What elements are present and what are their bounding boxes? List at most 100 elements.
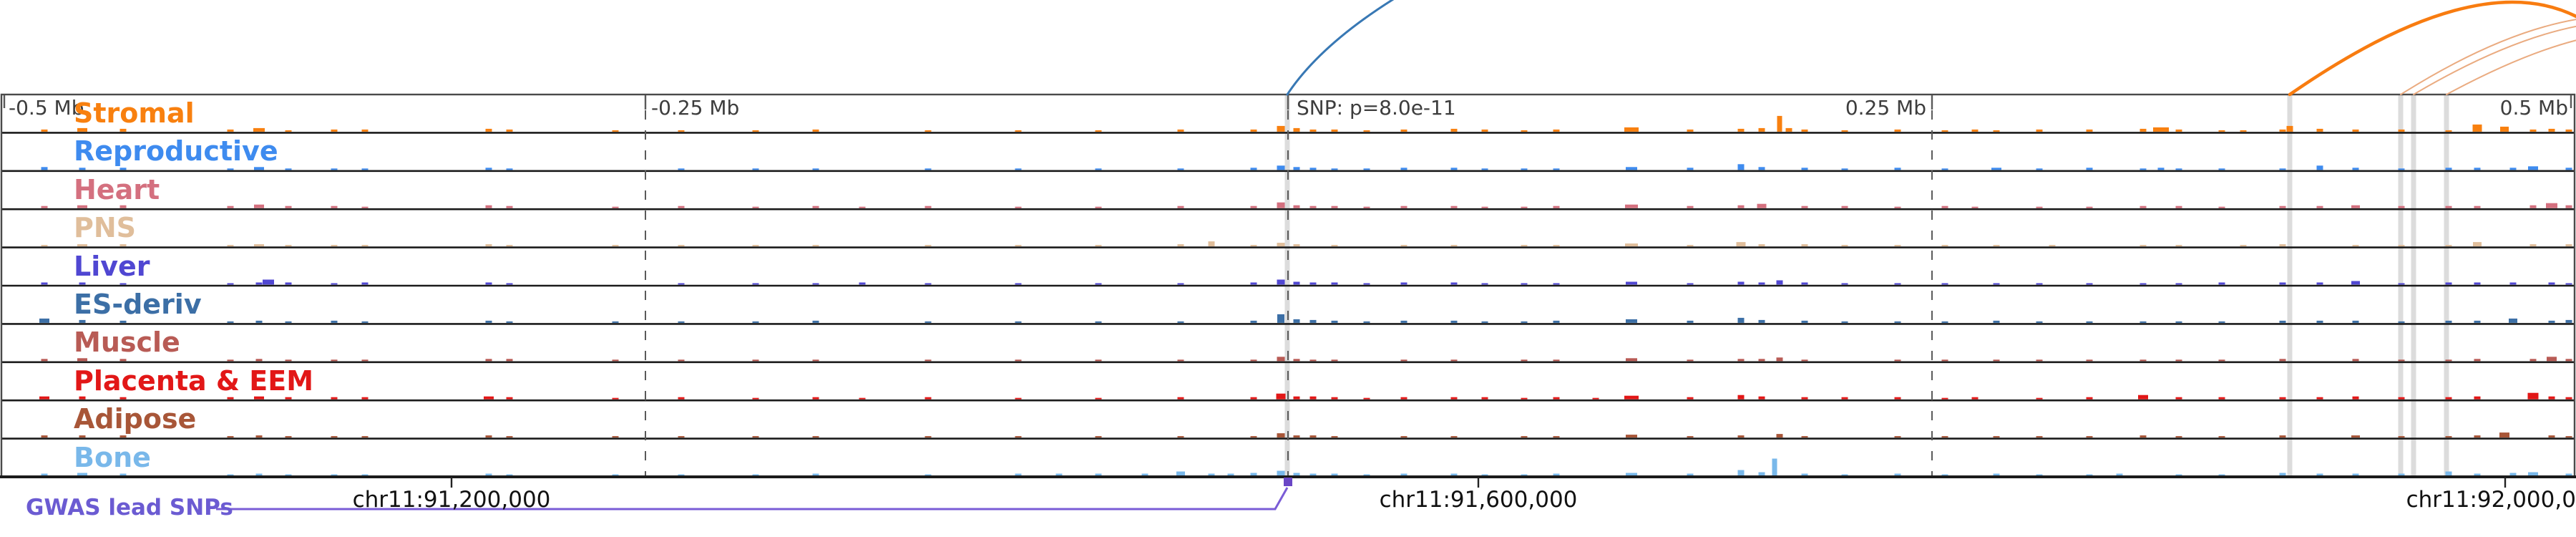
- signal-peak: [1309, 129, 1317, 132]
- signal-peak: [254, 396, 264, 400]
- signal-peak: [2138, 395, 2148, 400]
- signal-peak: [2086, 129, 2093, 132]
- signal-peak: [361, 168, 369, 170]
- signal-peak: [1687, 283, 1694, 285]
- signal-peak: [1941, 436, 1948, 438]
- signal-peak: [77, 358, 87, 362]
- signal-peak: [2175, 129, 2182, 132]
- signal-peak: [1177, 283, 1184, 285]
- signal-peak: [2086, 359, 2093, 362]
- signal-peak: [2548, 320, 2555, 323]
- signal-peak: [2499, 432, 2509, 438]
- signal-peak: [2316, 282, 2323, 285]
- signal-peak: [1293, 244, 1300, 247]
- signal-track-adipose: [41, 432, 2572, 438]
- signal-peak: [924, 205, 932, 208]
- signal-peak: [331, 168, 338, 170]
- signal-peak: [2445, 359, 2452, 362]
- signal-peak: [1758, 167, 1765, 170]
- signal-peak: [506, 129, 513, 132]
- signal-peak: [1177, 129, 1184, 132]
- signal-peak: [924, 436, 932, 438]
- signal-peak: [1624, 395, 1639, 400]
- signal-peak: [1015, 245, 1022, 247]
- signal-peak: [331, 397, 338, 400]
- signal-peak: [485, 320, 492, 323]
- signal-peak: [2175, 359, 2182, 362]
- signal-peak: [1309, 359, 1317, 362]
- signal-peak: [1293, 359, 1300, 362]
- signal-peak: [1400, 320, 1407, 323]
- signal-peak: [1801, 320, 1808, 323]
- signal-peak: [612, 474, 619, 476]
- signal-peak: [2279, 129, 2286, 132]
- signal-peak: [1626, 167, 1637, 170]
- signal-peak: [2086, 397, 2093, 400]
- gwas-connector-line: [216, 487, 1289, 511]
- signal-peak: [485, 473, 492, 476]
- signal-peak: [1521, 283, 1528, 285]
- signal-peak: [812, 436, 819, 438]
- signal-peak: [2445, 130, 2452, 132]
- signal-peak: [2240, 130, 2247, 132]
- signal-peak: [1277, 433, 1285, 438]
- signal-peak: [285, 321, 292, 323]
- signal-peak: [255, 320, 263, 323]
- signal-peak: [2500, 126, 2509, 132]
- signal-peak: [119, 435, 127, 438]
- signal-peak: [485, 168, 492, 170]
- signal-peak: [1250, 397, 1257, 400]
- signal-peak: [812, 245, 819, 247]
- signal-peak: [1758, 319, 1765, 323]
- signal-peak: [2218, 168, 2225, 170]
- signal-peak: [1687, 359, 1694, 362]
- signal-peak: [119, 205, 127, 208]
- signal-peak: [1941, 321, 1948, 323]
- signal-peak: [2548, 435, 2555, 438]
- signal-peak: [752, 436, 759, 438]
- signal-peak: [1841, 283, 1848, 285]
- signal-peak: [1687, 436, 1694, 438]
- signal-peak: [752, 168, 759, 170]
- signal-track-placenta-eem: [39, 392, 2572, 400]
- signal-peak: [924, 321, 932, 323]
- signal-peak: [506, 359, 513, 362]
- signal-peak: [2175, 474, 2182, 476]
- signal-peak: [1894, 206, 1901, 208]
- signal-peak: [1553, 168, 1560, 170]
- signal-peak: [41, 205, 48, 208]
- signal-peak: [752, 245, 759, 247]
- signal-peak: [227, 397, 234, 400]
- signal-peak: [1625, 204, 1638, 208]
- signal-peak: [285, 397, 292, 400]
- signal-peak: [1177, 436, 1184, 438]
- signal-peak: [2565, 129, 2572, 132]
- signal-peak: [41, 435, 48, 438]
- signal-peak: [41, 473, 48, 476]
- signal-peak: [2548, 128, 2555, 132]
- signal-peak: [1095, 283, 1102, 285]
- signal-peak: [2509, 168, 2517, 170]
- signal-peak: [924, 130, 932, 132]
- signal-peak: [1758, 396, 1765, 400]
- signal-peak: [2352, 245, 2359, 247]
- signal-peak: [119, 128, 127, 132]
- signal-peak: [1841, 321, 1848, 323]
- signal-peak: [1993, 245, 2000, 247]
- signal-peak: [1227, 473, 1234, 476]
- signal-peak: [752, 397, 759, 400]
- signal-peak: [2528, 472, 2538, 476]
- signal-peak: [2140, 205, 2147, 208]
- signal-peak: [2509, 473, 2517, 476]
- signal-peak: [678, 359, 685, 362]
- signal-peak: [2474, 168, 2481, 170]
- signal-peak: [2352, 359, 2359, 362]
- signal-peak: [612, 130, 619, 132]
- signal-peak: [812, 205, 819, 208]
- signal-peak: [2279, 397, 2286, 400]
- signal-peak: [1250, 168, 1257, 170]
- signal-peak: [2398, 473, 2405, 476]
- signal-peak: [1450, 436, 1458, 438]
- signal-peak: [1481, 397, 1488, 400]
- signal-peak: [1736, 242, 1746, 247]
